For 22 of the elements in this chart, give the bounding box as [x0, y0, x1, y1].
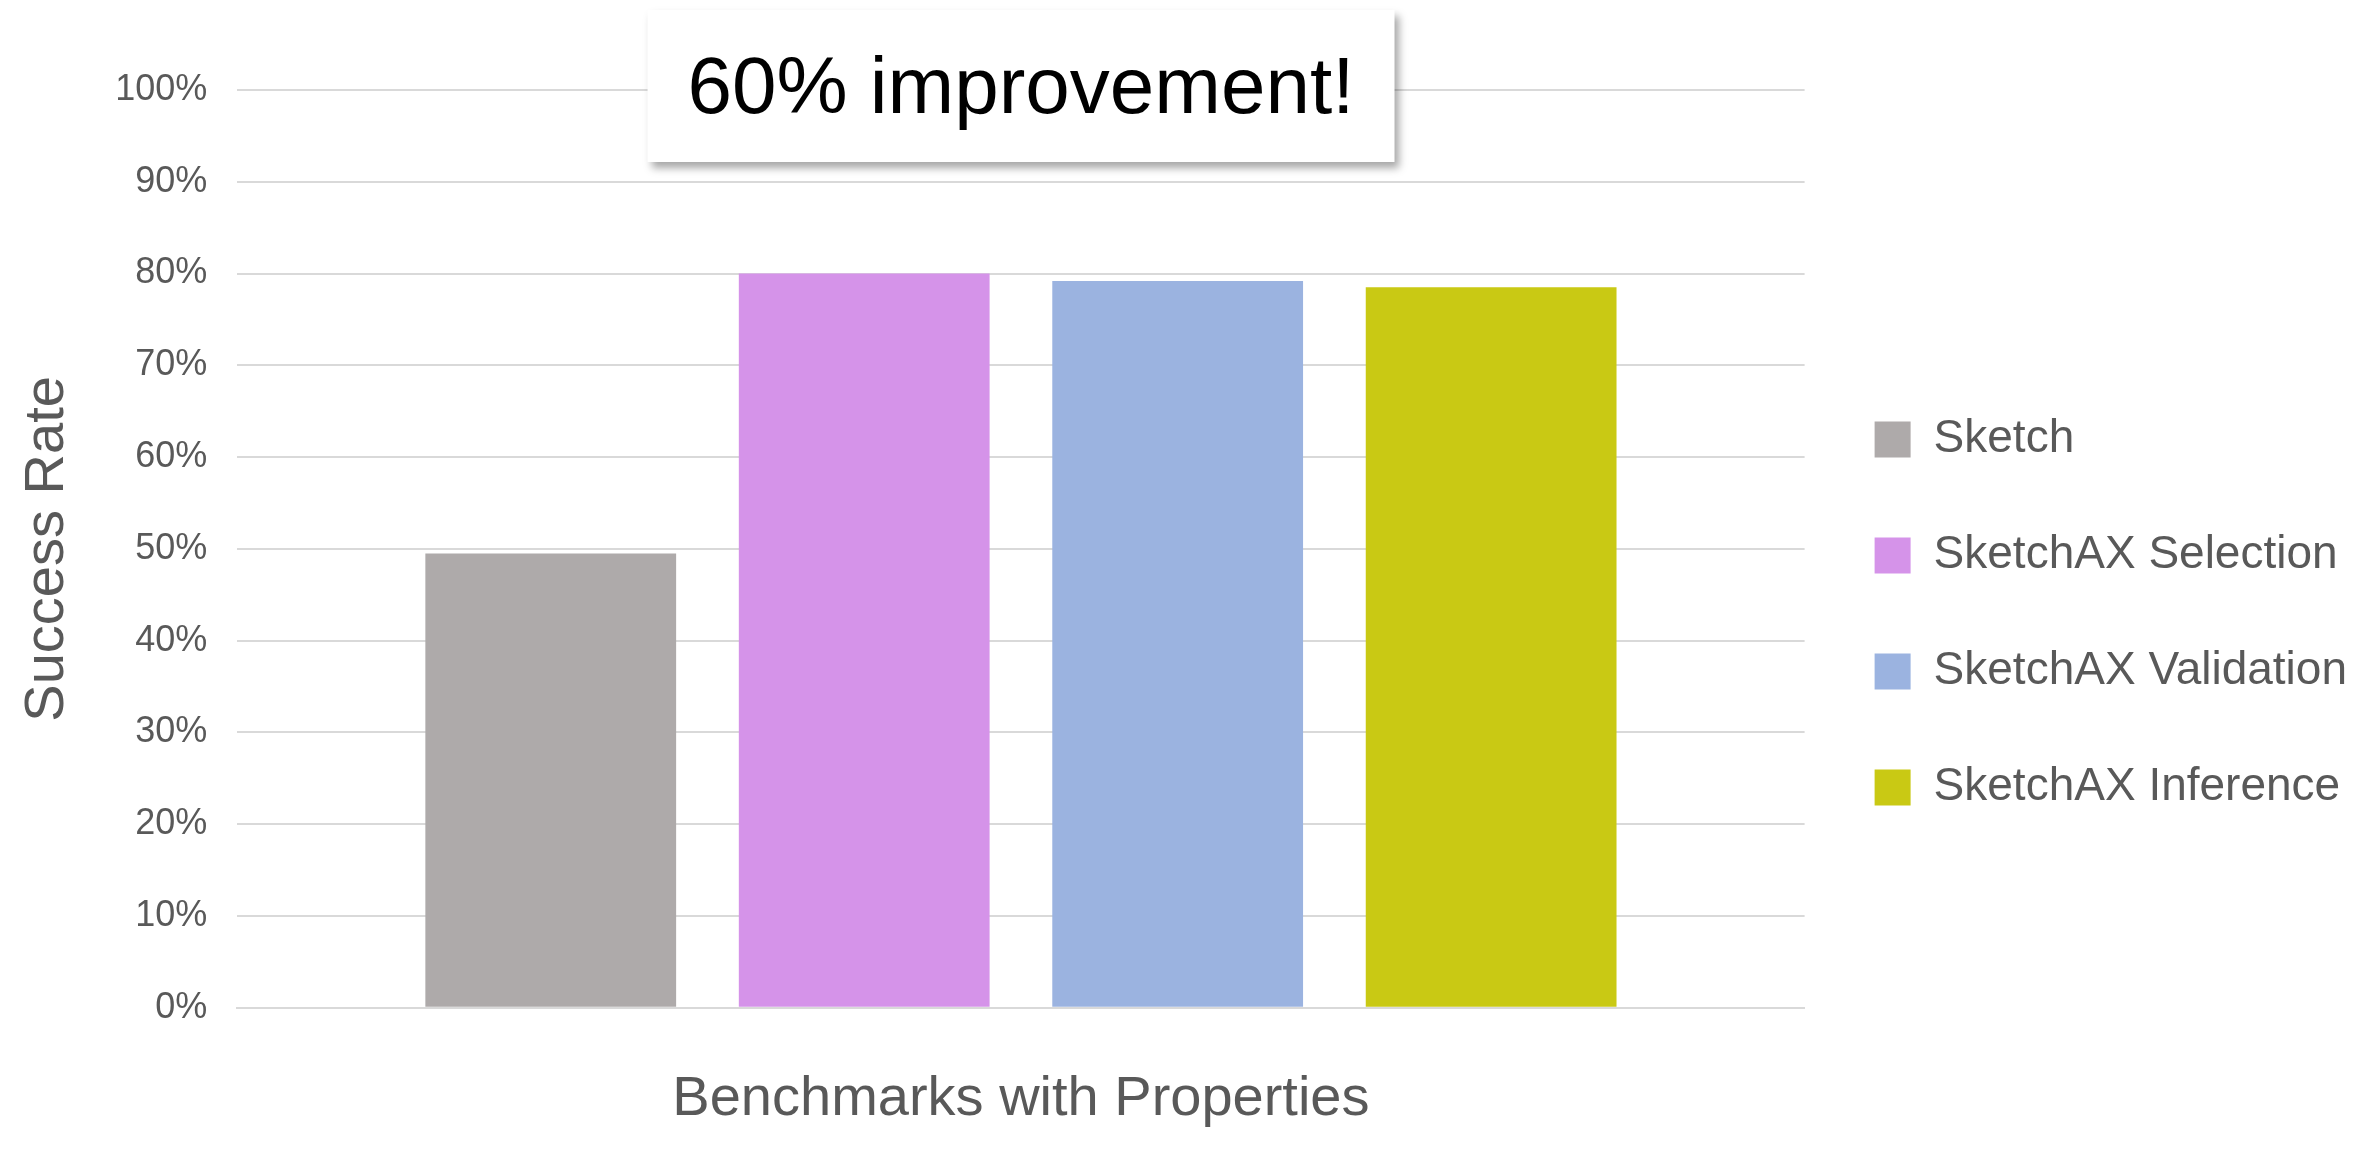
- bar: [738, 273, 990, 1007]
- legend-label: SketchAX Inference: [1933, 758, 2341, 811]
- bar: [1052, 280, 1304, 1007]
- y-tick-label: 70%: [135, 342, 208, 384]
- x-axis-title: Benchmarks with Properties: [672, 1063, 1370, 1127]
- bar: [1365, 287, 1617, 1007]
- legend-label: SketchAX Validation: [1933, 642, 2348, 695]
- legend-label: Sketch: [1933, 410, 2075, 463]
- y-tick-label: 60%: [135, 434, 208, 476]
- y-tick-label: 30%: [135, 709, 208, 751]
- annotation: 60% improvement!: [647, 10, 1395, 162]
- y-tick-label: 100%: [115, 66, 208, 108]
- y-tick-label: 40%: [135, 617, 208, 659]
- y-axis-title: Success Rate: [12, 376, 76, 722]
- y-tick-label: 0%: [155, 984, 208, 1026]
- y-tick-label: 80%: [135, 250, 208, 292]
- legend-label: SketchAX Selection: [1933, 526, 2338, 579]
- y-tick-label: 10%: [135, 892, 208, 934]
- y-tick-label: 50%: [135, 525, 208, 567]
- y-tick-label: 20%: [135, 801, 208, 843]
- y-tick-label: 90%: [135, 158, 208, 200]
- bar: [425, 553, 677, 1007]
